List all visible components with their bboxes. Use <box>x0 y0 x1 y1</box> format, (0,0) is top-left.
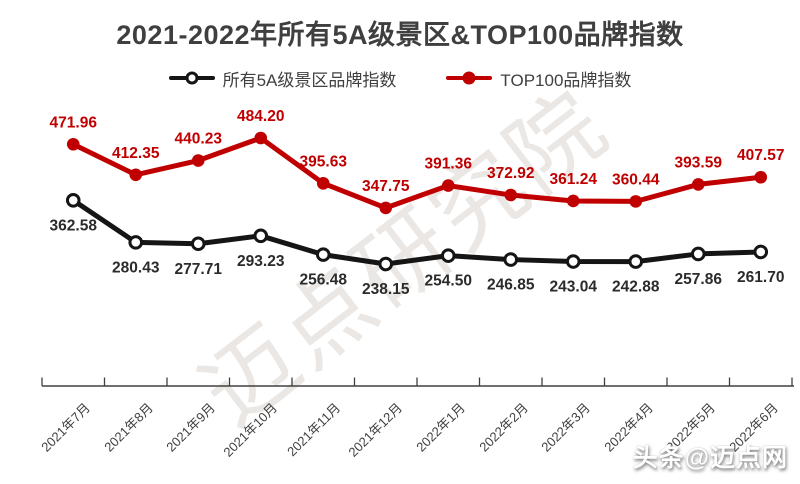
data-point-label: 256.48 <box>300 272 348 289</box>
data-point-label: 395.63 <box>300 153 348 170</box>
data-point-marker <box>253 228 269 244</box>
data-point-label: 407.57 <box>737 147 784 164</box>
data-point-label: 360.44 <box>612 171 660 188</box>
data-point-label: 471.96 <box>50 114 98 131</box>
data-point-marker <box>629 195 643 208</box>
open-circle-marker-icon <box>185 71 199 85</box>
data-point-marker <box>65 192 81 208</box>
data-point-marker <box>315 247 331 262</box>
toutiao-badge-watermark: 头条@迈点网 <box>632 444 788 472</box>
data-point-label: 484.20 <box>237 108 284 125</box>
data-point-label: 372.92 <box>487 165 534 182</box>
data-point-marker <box>128 235 144 250</box>
legend-label: TOP100品牌指数 <box>500 70 632 90</box>
data-point-label: 412.35 <box>112 145 160 162</box>
data-point-marker <box>565 254 581 269</box>
data-point-marker <box>440 248 456 263</box>
series-line-1 <box>70 135 764 211</box>
data-point-marker <box>566 194 580 208</box>
data-point-marker <box>753 244 769 260</box>
data-point-marker <box>441 179 455 192</box>
data-point-label: 362.58 <box>50 217 98 234</box>
data-point-label: 277.71 <box>175 261 223 278</box>
data-point-label: 257.86 <box>675 271 723 288</box>
chart-title: 2021-2022年所有5A级景区&TOP100品牌指数 <box>116 20 684 50</box>
data-point-marker <box>316 177 330 190</box>
data-point-marker <box>691 178 705 191</box>
data-point-marker <box>379 201 393 215</box>
data-point-label: 280.43 <box>112 259 160 276</box>
legend-item-1: TOP100品牌指数 <box>446 66 631 91</box>
data-point-marker <box>503 252 519 267</box>
data-point-marker <box>690 246 706 262</box>
data-point-label: 347.75 <box>362 178 410 195</box>
series-line-0 <box>70 197 764 267</box>
data-point-marker <box>66 137 80 151</box>
legend-item-0: 所有5A级景区品牌指数 <box>168 66 397 91</box>
legend-line-swatch <box>446 71 493 85</box>
data-point-marker <box>254 131 268 145</box>
data-point-label: 242.88 <box>612 279 660 296</box>
data-point-label: 361.24 <box>550 171 598 188</box>
data-point-label: 243.04 <box>550 279 598 296</box>
data-point-label: 254.50 <box>425 273 472 290</box>
data-point-marker <box>191 154 205 167</box>
data-point-label: 238.15 <box>362 281 410 298</box>
data-point-label: 261.70 <box>737 269 784 286</box>
legend-label: 所有5A级景区品牌指数 <box>222 70 397 90</box>
data-point-marker <box>190 236 206 252</box>
data-point-marker <box>628 254 644 269</box>
data-point-label: 293.23 <box>237 253 285 270</box>
data-point-marker <box>129 168 143 182</box>
data-point-marker <box>504 188 518 202</box>
legend-line-swatch <box>168 71 215 85</box>
legend: 所有5A级景区品牌指数 TOP100品牌指数 <box>0 66 800 90</box>
data-point-marker <box>754 170 768 184</box>
filled-circle-marker-icon <box>462 71 476 85</box>
data-point-label: 393.59 <box>675 154 723 171</box>
data-point-label: 391.36 <box>425 156 473 173</box>
data-point-label: 246.85 <box>487 277 535 294</box>
data-point-marker <box>378 256 394 272</box>
data-point-label: 440.23 <box>175 131 223 148</box>
